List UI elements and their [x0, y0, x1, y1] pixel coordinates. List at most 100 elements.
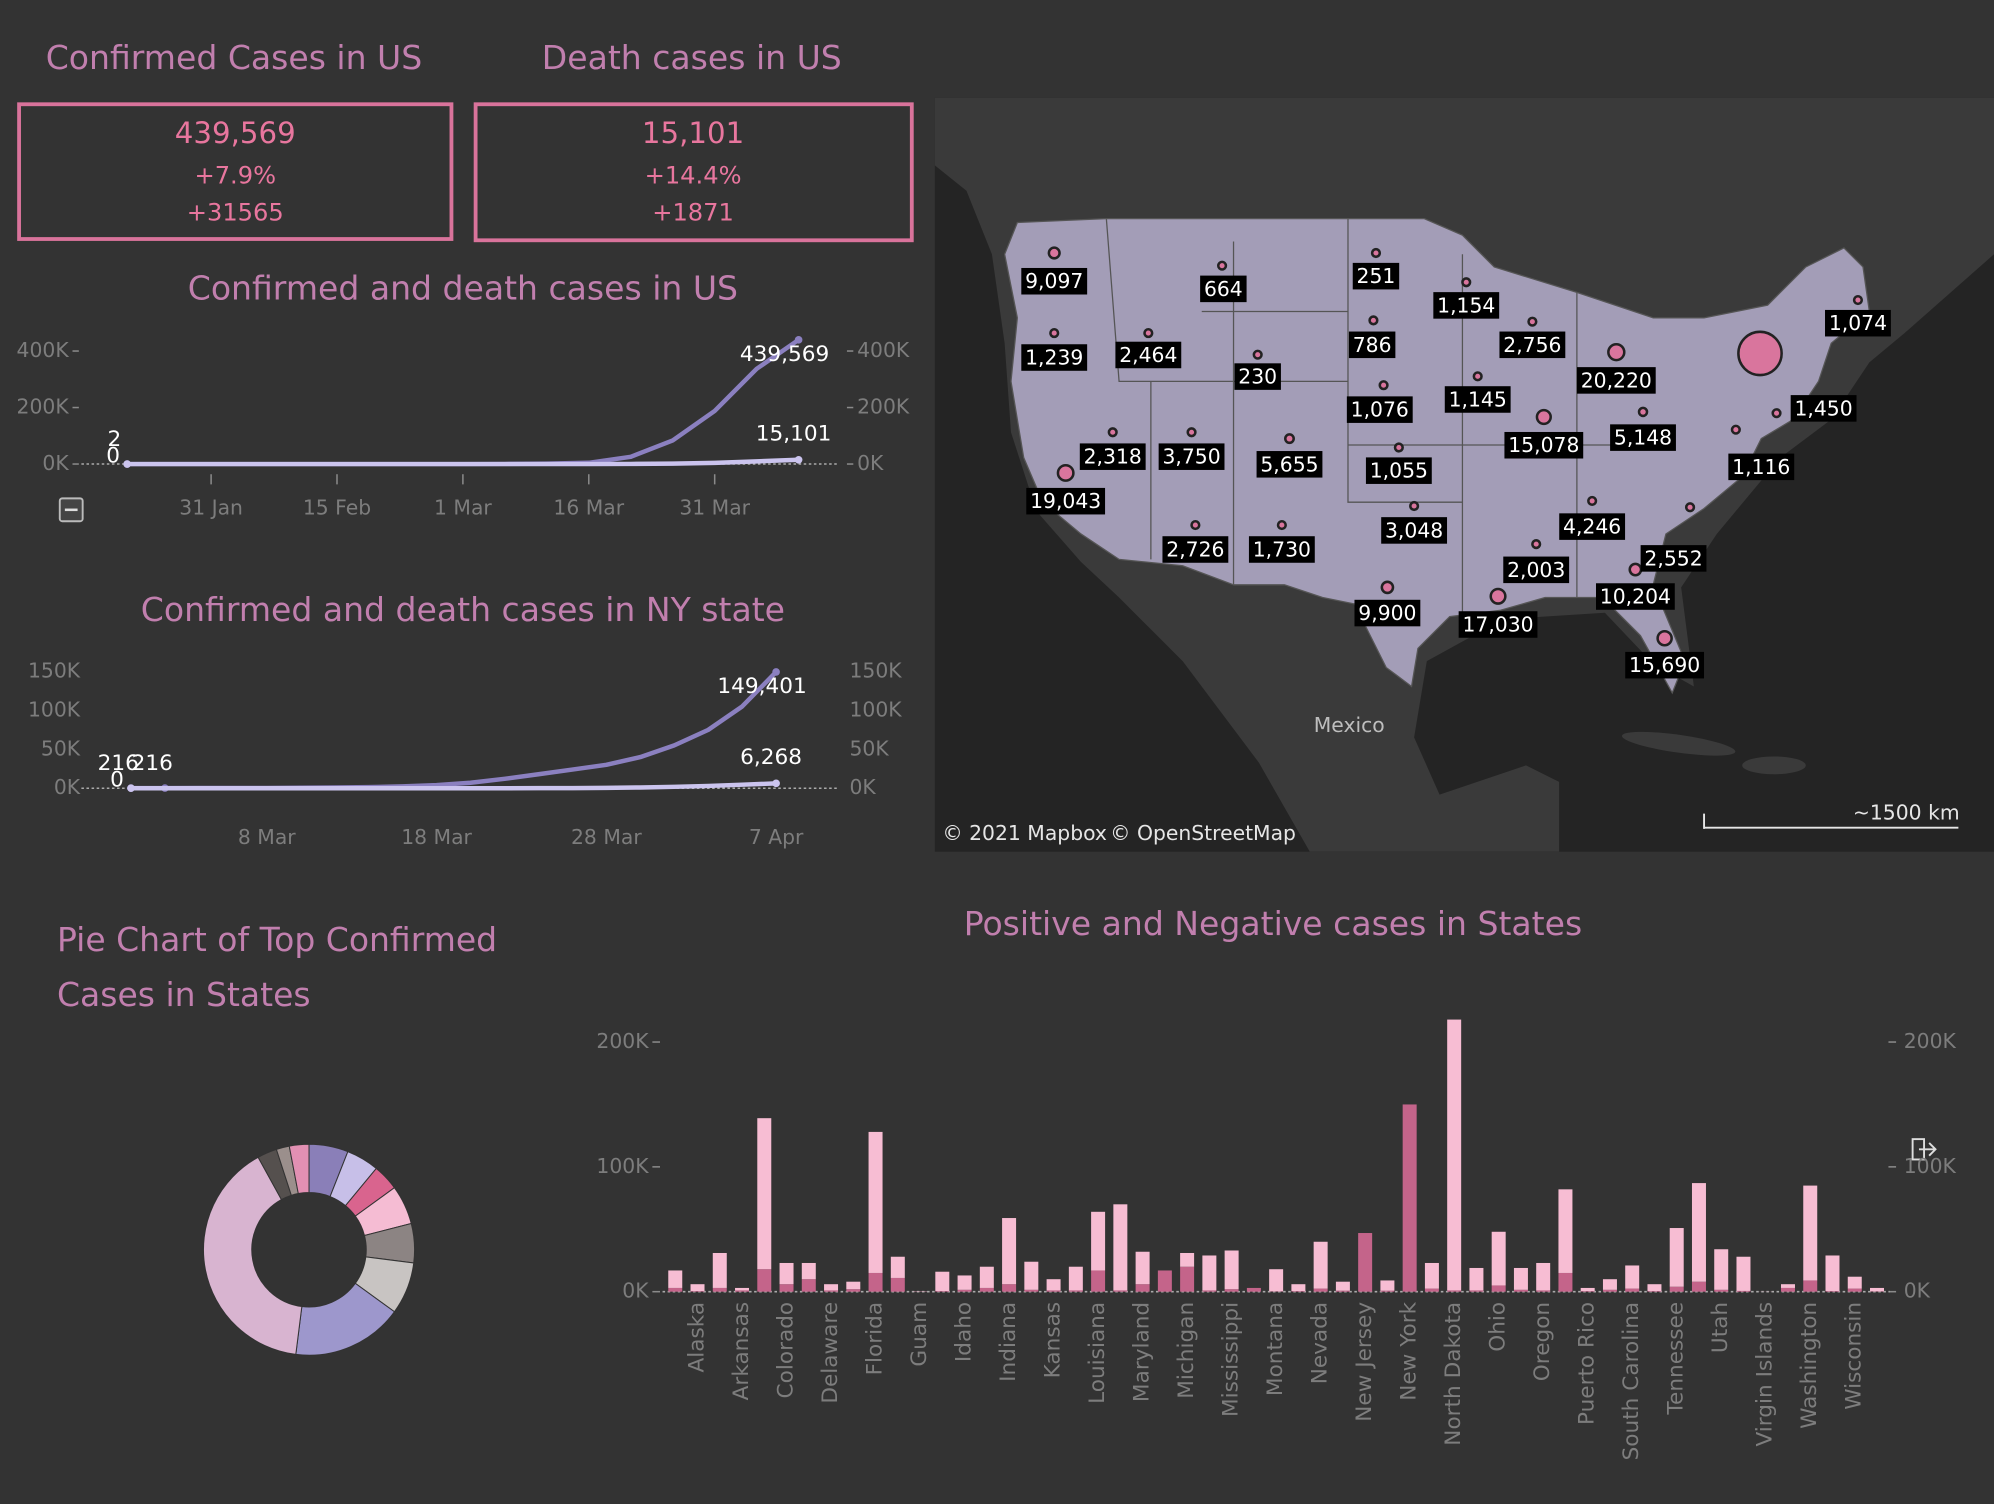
bar — [1536, 1290, 1551, 1292]
bar — [957, 1289, 972, 1292]
bar — [1625, 1288, 1640, 1292]
bar — [757, 1269, 772, 1292]
bar — [1157, 1270, 1172, 1292]
bar — [935, 1271, 950, 1292]
label-bg — [1576, 367, 1656, 394]
x-tick-label: Alaska — [685, 1302, 710, 1373]
export-icon[interactable] — [1911, 1138, 1937, 1161]
bar — [1780, 1287, 1795, 1292]
bubble-label: 2,756 — [1503, 333, 1561, 357]
x-tick-label: 15 Feb — [303, 496, 371, 520]
data-label: 149,401 — [717, 674, 806, 699]
bar — [868, 1272, 883, 1292]
bar — [979, 1266, 994, 1288]
attribution: © OpenStreetMap — [1110, 821, 1296, 845]
bubble — [1628, 562, 1643, 577]
kpi-change-pct: +7.9% — [194, 162, 276, 190]
bar — [1647, 1284, 1662, 1292]
bubble-label: 10,204 — [1600, 585, 1671, 609]
bubble — [1737, 330, 1783, 377]
bubble — [1587, 495, 1598, 506]
series-line — [124, 457, 801, 467]
bar — [1469, 1267, 1484, 1291]
bar — [690, 1284, 705, 1292]
bar — [1803, 1185, 1818, 1281]
bar — [1024, 1289, 1039, 1292]
bubble-label: 1,154 — [1437, 293, 1495, 317]
bubble — [1217, 260, 1228, 271]
map-base — [934, 97, 1994, 852]
bubble — [1186, 427, 1197, 438]
bar — [1669, 1228, 1684, 1287]
bubble — [1378, 380, 1389, 391]
x-tick-label: 31 Jan — [179, 496, 243, 520]
bar — [779, 1262, 794, 1285]
bar — [1580, 1291, 1595, 1292]
bar — [1380, 1280, 1395, 1291]
x-tick-label: Michigan — [1174, 1302, 1199, 1399]
y-tick-label: 100K — [28, 697, 81, 721]
bar — [957, 1275, 972, 1290]
series-line — [124, 337, 801, 467]
bubble — [1047, 246, 1061, 260]
bubble-label: 786 — [1353, 333, 1392, 357]
y2-tick-label: 50K — [849, 736, 889, 760]
bubble-label: 1,239 — [1025, 346, 1083, 370]
label-bg — [1595, 583, 1675, 610]
x-tick-label: 28 Mar — [571, 825, 642, 849]
label-bg — [1365, 457, 1432, 484]
bar — [1068, 1290, 1083, 1292]
label-bg — [1115, 341, 1182, 369]
bubble-label: 19,043 — [1030, 489, 1101, 513]
bar — [1135, 1251, 1150, 1285]
bar — [735, 1290, 750, 1292]
kpi-value: 439,569 — [175, 116, 296, 150]
x-tick-label: Wisconsin — [1842, 1302, 1867, 1410]
bubble — [1056, 463, 1075, 482]
x-tick-label: Oregon — [1530, 1302, 1555, 1381]
bubble-label: 251 — [1357, 264, 1396, 288]
pie-slice — [288, 1143, 310, 1195]
series-line — [128, 781, 779, 791]
bar — [1847, 1276, 1862, 1289]
bar — [1602, 1289, 1617, 1292]
x-tick-label: Ohio — [1486, 1302, 1511, 1352]
bar — [1714, 1249, 1729, 1290]
bar — [1180, 1266, 1195, 1292]
x-tick-label: Colorado — [774, 1302, 799, 1399]
pie-slice — [202, 1156, 303, 1355]
x-tick-label: Virgin Islands — [1753, 1302, 1778, 1447]
bar — [1291, 1291, 1306, 1292]
bar — [1669, 1286, 1684, 1292]
bubble-label: 9,097 — [1025, 269, 1083, 293]
collapse-button[interactable] — [58, 497, 84, 523]
label-bg — [1079, 443, 1146, 470]
bar — [690, 1291, 705, 1292]
bar — [1424, 1288, 1439, 1292]
y2-tick-label: 400K — [857, 338, 910, 362]
data-label: 0 — [106, 443, 120, 468]
y-tick-label: 200K — [17, 395, 70, 419]
bubble-label: 17,030 — [1462, 613, 1533, 637]
bubble — [1380, 580, 1395, 595]
bar — [1625, 1265, 1640, 1289]
label-bg — [1499, 331, 1566, 359]
label-bg — [1234, 363, 1281, 390]
bar — [1113, 1290, 1128, 1292]
bubble — [1472, 371, 1483, 382]
bar — [1269, 1269, 1284, 1292]
bubble-label: 1,730 — [1253, 537, 1311, 561]
data-label: 0 — [110, 768, 124, 793]
bar — [1002, 1218, 1017, 1285]
bubble — [1190, 519, 1201, 531]
bubble — [1489, 587, 1507, 605]
bar — [1491, 1285, 1506, 1292]
bar — [1536, 1262, 1551, 1291]
kpi-change-pct: +14.4% — [645, 162, 742, 190]
bubble-label: 5,148 — [1614, 426, 1672, 450]
bar — [668, 1287, 683, 1292]
bar — [1291, 1284, 1306, 1292]
label-bg — [1248, 536, 1315, 563]
